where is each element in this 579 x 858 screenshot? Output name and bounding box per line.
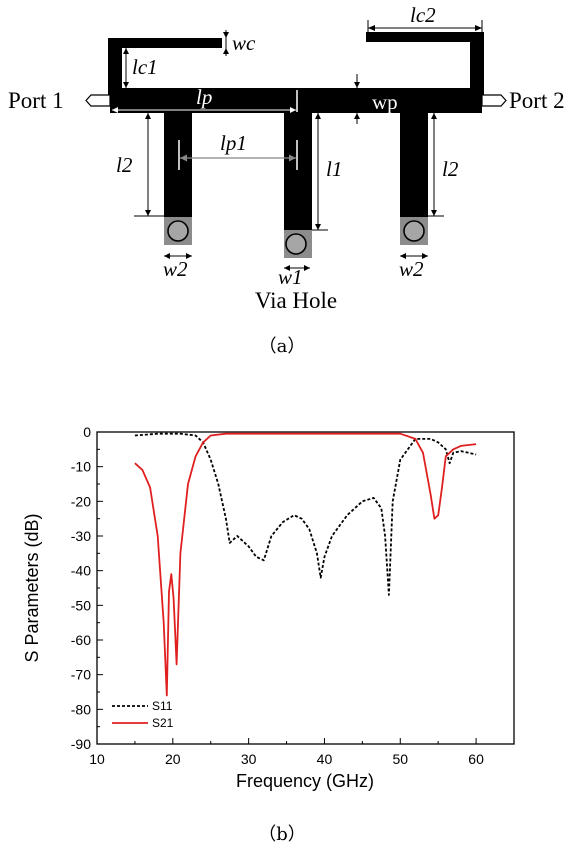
left-stub [164, 108, 192, 220]
s-parameter-chart: 0 -10 -20 -30 -40 -50 -60 -70 -80 -90 10 20 30 40 50 6… [22, 424, 515, 791]
wp-arrow-top [354, 82, 360, 88]
x-tick-label: 10 [89, 751, 105, 767]
y-tick-label: -30 [71, 528, 91, 544]
left-coupled-vertical [108, 38, 122, 100]
lc2-arrow-left [368, 25, 375, 31]
right-coupled-vertical [470, 32, 484, 100]
wc-arrow-bottom [223, 48, 229, 54]
legend-s21-label: S21 [152, 716, 174, 730]
series-s21-line [134, 432, 477, 697]
right-coupled-horizontal [366, 32, 484, 42]
filter-layout: Port 1 Port 2 wc lc1 lc2 lp wp lp1 l2 l1… [8, 3, 565, 313]
x-tick-label: 30 [241, 751, 257, 767]
x-tick-label: 40 [317, 751, 333, 767]
y-tick-label: -70 [71, 667, 91, 683]
y-tick-label: -90 [71, 736, 91, 752]
via-hole-label: Via Hole [255, 288, 337, 313]
lp1-arrow-right [289, 154, 296, 162]
lc2-label: lc2 [410, 3, 436, 27]
y-axis-title: S Parameters (dB) [22, 513, 42, 662]
w2-right-arrow-left [400, 253, 406, 259]
wp-label: wp [372, 90, 398, 114]
lp-label: lp [196, 85, 212, 109]
plot-frame [96, 431, 515, 745]
caption-a: （a） [259, 336, 306, 357]
lc1-arrow-top [123, 48, 129, 54]
lp-arrow-right [290, 107, 296, 113]
left-coupled-horizontal [108, 38, 222, 48]
middle-via-hole [285, 233, 307, 255]
w1-arrow-right [304, 265, 310, 271]
lp-arrow-left [112, 107, 118, 113]
lc1-label: lc1 [132, 55, 158, 79]
y-tick-label: -50 [71, 597, 91, 613]
x-tick-label: 50 [392, 751, 408, 767]
left-via-hole [167, 220, 189, 242]
l2-right-label: l2 [442, 157, 459, 181]
x-tick-label: 60 [468, 751, 484, 767]
wc-label: wc [232, 31, 256, 55]
series-group [134, 432, 477, 697]
x-axis: 10 20 30 40 50 60 [89, 738, 484, 767]
port2-arrow [481, 94, 507, 107]
port1-label: Port 1 [8, 88, 64, 113]
caption-b: （b） [258, 824, 306, 845]
y-tick-label: -20 [71, 493, 91, 509]
l1-label: l1 [326, 157, 342, 181]
lc2-arrow-right [475, 25, 482, 31]
l2-left-arrow-top [145, 113, 151, 119]
l2-right-arrow-top [431, 113, 437, 119]
wc-arrow-top [223, 32, 229, 38]
lp1-label: lp1 [220, 131, 247, 155]
w2-left-label: w2 [163, 257, 188, 281]
l1-arrow-bottom [315, 224, 321, 230]
y-axis: 0 -10 -20 -30 -40 -50 -60 -70 -80 -90 [71, 424, 103, 752]
y-tick-label: -40 [71, 563, 91, 579]
legend-s11-label: S11 [152, 699, 173, 713]
series-s11-line [134, 432, 477, 596]
w2-right-arrow-right [422, 253, 428, 259]
y-tick-label: 0 [83, 424, 91, 440]
l2-left-label: l2 [116, 153, 133, 177]
middle-stub [284, 108, 312, 230]
w2-right-label: w2 [399, 257, 424, 281]
x-axis-title: Frequency (GHz) [236, 771, 374, 791]
right-via-hole [403, 220, 425, 242]
l2-left-arrow-bottom [145, 210, 151, 216]
wp-arrow-bottom [354, 113, 360, 119]
port1-arrow [85, 94, 111, 107]
right-stub [400, 108, 428, 220]
l1-arrow-top [315, 113, 321, 119]
w2-left-arrow-right [186, 253, 192, 259]
lp1-arrow-left [180, 154, 187, 162]
w2-left-arrow-left [164, 253, 170, 259]
w1-arrow-left [284, 265, 290, 271]
lc1-arrow-bottom [123, 82, 129, 88]
y-tick-label: -10 [71, 459, 91, 475]
x-tick-label: 20 [165, 751, 181, 767]
port2-label: Port 2 [509, 88, 565, 113]
w1-label: w1 [278, 265, 303, 289]
y-tick-label: -80 [71, 701, 91, 717]
y-tick-label: -60 [71, 632, 91, 648]
l2-right-arrow-bottom [431, 210, 437, 216]
